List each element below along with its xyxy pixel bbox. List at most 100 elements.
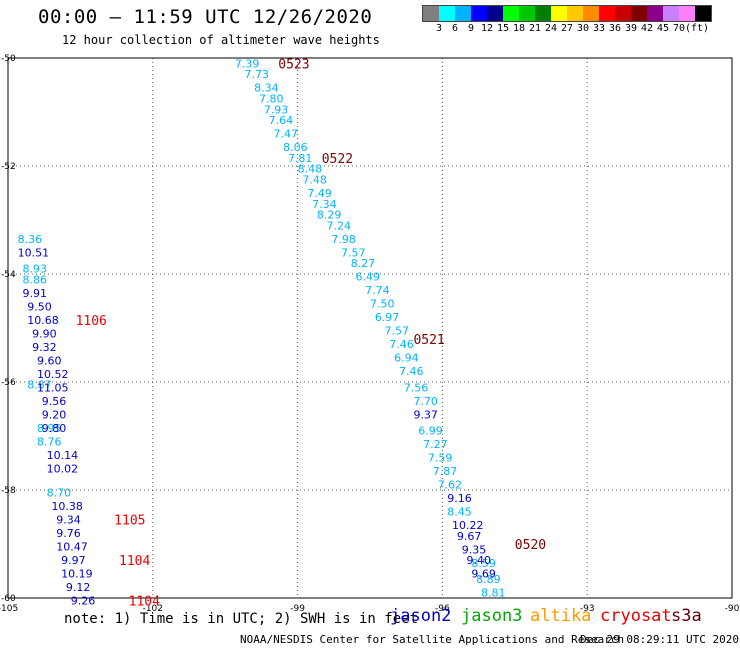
colorbar-swatch — [551, 6, 567, 21]
wave-height-point: 7.24 — [327, 219, 352, 232]
wave-height-point: 7.70 — [413, 395, 438, 408]
colorbar-swatch — [663, 6, 679, 21]
wave-height-point: 9.69 — [471, 568, 496, 581]
y-tick-label: -52 — [1, 162, 16, 172]
chart-grid — [8, 58, 732, 598]
colorbar-label: (ft) — [684, 23, 710, 34]
wave-height-point: 7.56 — [404, 381, 429, 394]
y-tick-label: -56 — [1, 378, 16, 388]
colorbar-label: 33 — [592, 23, 606, 34]
y-tick-label: -50 — [1, 54, 16, 64]
wave-height-point: 7.39 — [235, 57, 260, 70]
footer-timestamp: Dec 29 08:29:11 UTC 2020 — [580, 633, 739, 646]
colorbar-label: 3 — [435, 23, 443, 34]
colorbar-swatch — [487, 6, 503, 21]
wave-height-point: 7.57 — [341, 246, 366, 259]
wave-height-point: 7.98 — [331, 233, 356, 246]
colorbar-swatch — [455, 6, 471, 21]
colorbar-label: 18 — [512, 23, 526, 34]
page-title: 00:00 – 11:59 UTC 12/26/2020 — [38, 6, 373, 28]
x-tick-label: -99 — [290, 604, 305, 614]
wave-height-point: 9.97 — [61, 554, 86, 567]
colorbar-label: 15 — [496, 23, 510, 34]
wave-height-point: 6.94 — [394, 352, 419, 365]
wave-height-point: 8.93 — [22, 263, 47, 276]
wave-height-point: 10.02 — [47, 462, 79, 475]
plot-frame — [7, 57, 733, 599]
wave-height-point: 7.46 — [399, 365, 424, 378]
wave-height-point: 9.80 — [42, 422, 67, 435]
wave-height-point: 8.70 — [47, 487, 72, 500]
wave-height-point: 8.34 — [254, 82, 279, 95]
colorbar-label: 6 — [451, 23, 459, 34]
wave-height-point: 7.93 — [264, 103, 289, 116]
wave-height-point: 9.37 — [413, 408, 438, 421]
wave-height-point: 7.47 — [273, 128, 298, 141]
wave-height-point: 8.45 — [447, 506, 472, 519]
legend-item-altika: altika — [530, 606, 592, 626]
wave-height-point: 8.95 — [37, 422, 62, 435]
legend-item-cryosat: cryosat — [600, 606, 672, 626]
wave-height-point: 9.34 — [56, 514, 80, 527]
wave-height-point: 8.81 — [481, 587, 506, 600]
wave-height-point: 7.34 — [312, 198, 337, 211]
colorbar-swatch — [519, 6, 535, 21]
wave-height-point: 9.90 — [32, 327, 57, 340]
colorbar-swatch — [439, 6, 455, 21]
wave-height-point: 9.32 — [32, 341, 57, 354]
wave-height-point: 8.76 — [37, 435, 62, 448]
pass-time-label: 0520 — [515, 538, 546, 553]
wave-height-point: 6.99 — [418, 425, 443, 438]
x-tick-label: -102 — [143, 604, 163, 614]
colorbar-swatch — [599, 6, 615, 21]
wave-height-point: 7.73 — [245, 68, 269, 81]
colorbar-label: 36 — [608, 23, 622, 34]
wave-height-point: 10.68 — [27, 314, 59, 327]
wave-height-point: 9.67 — [457, 530, 482, 543]
colorbar-label: 42 — [640, 23, 654, 34]
wave-height-point: 7.80 — [259, 93, 284, 106]
wave-height-point: 9.16 — [447, 492, 472, 505]
wave-height-point: 10.22 — [452, 519, 484, 532]
pass-time-label: 1104 — [129, 595, 160, 610]
colorbar-swatch — [679, 6, 695, 21]
wave-height-point: 7.59 — [428, 452, 453, 465]
colorbar-label: 45 — [656, 23, 670, 34]
wave-height-point: 8.06 — [283, 141, 308, 154]
y-tick-label: -54 — [1, 270, 16, 280]
wave-height-point: 7.64 — [269, 114, 294, 127]
wave-height-point: 6.49 — [356, 271, 381, 284]
colorbar-swatch — [615, 6, 631, 21]
pass-time-label: 1105 — [114, 514, 145, 529]
wave-height-point: 7.27 — [423, 438, 448, 451]
colorbar-label: 9 — [467, 23, 475, 34]
wave-height-point: 8.59 — [471, 557, 496, 570]
legend-item-jason2: jason2 — [390, 606, 452, 626]
wave-height-point: 7.81 — [288, 152, 313, 165]
colorbar-label: 70 — [672, 23, 686, 34]
wave-height-point: 9.91 — [22, 287, 47, 300]
colorbar-swatch — [423, 6, 439, 21]
legend-item-jason3: jason3 — [461, 606, 523, 626]
wave-height-point: 9.12 — [66, 581, 91, 594]
wave-height-point: 9.76 — [56, 527, 80, 540]
x-tick-label: -96 — [435, 604, 450, 614]
data-points: 7.397.738.347.807.937.647.478.067.818.48… — [18, 57, 506, 607]
colorbar-label: 21 — [528, 23, 542, 34]
axis-ticks: -105 -102 -99 -96 -93 -90 -50 -52 -54 -56 -58 -60 — [0, 54, 740, 614]
x-tick-label: -90 — [725, 604, 740, 614]
wave-height-point: 7.48 — [302, 174, 327, 187]
wave-height-point: 11.05 — [37, 381, 69, 394]
colorbar-label: 30 — [576, 23, 590, 34]
colorbar-swatch — [583, 6, 599, 21]
wave-height-point: 7.49 — [307, 187, 332, 200]
page-subtitle: 12 hour collection of altimeter wave hei… — [62, 33, 380, 47]
wave-height-point: 8.27 — [351, 257, 376, 270]
colorbar-label: 27 — [560, 23, 574, 34]
colorbar-swatch — [471, 6, 487, 21]
wave-height-point: 9.56 — [42, 395, 67, 408]
wave-height-point: 8.36 — [18, 233, 43, 246]
wave-height-point: 9.26 — [71, 595, 96, 608]
footer-credit: NOAA/NESDIS Center for Satellite Applica… — [240, 633, 625, 646]
